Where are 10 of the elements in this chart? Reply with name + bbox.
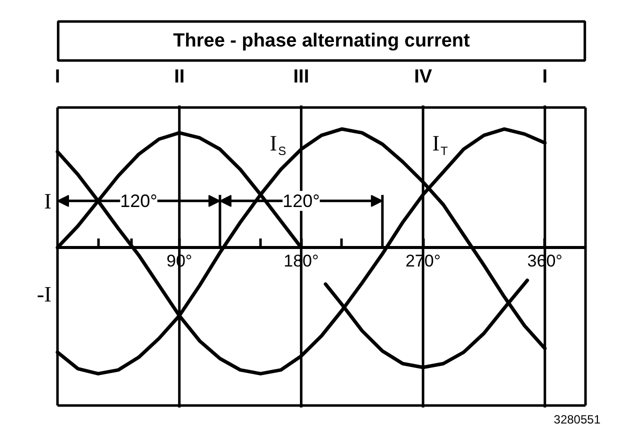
chart-title: Three - phase alternating current bbox=[173, 30, 471, 52]
text: I bbox=[542, 66, 548, 88]
text: 3280551 bbox=[554, 412, 601, 426]
annotation: 120° bbox=[282, 190, 320, 211]
text: II bbox=[174, 66, 185, 88]
text: I bbox=[54, 66, 60, 88]
text: I bbox=[44, 188, 52, 214]
text: IV bbox=[414, 66, 432, 88]
text: III bbox=[293, 66, 310, 88]
text: -I bbox=[36, 282, 52, 307]
